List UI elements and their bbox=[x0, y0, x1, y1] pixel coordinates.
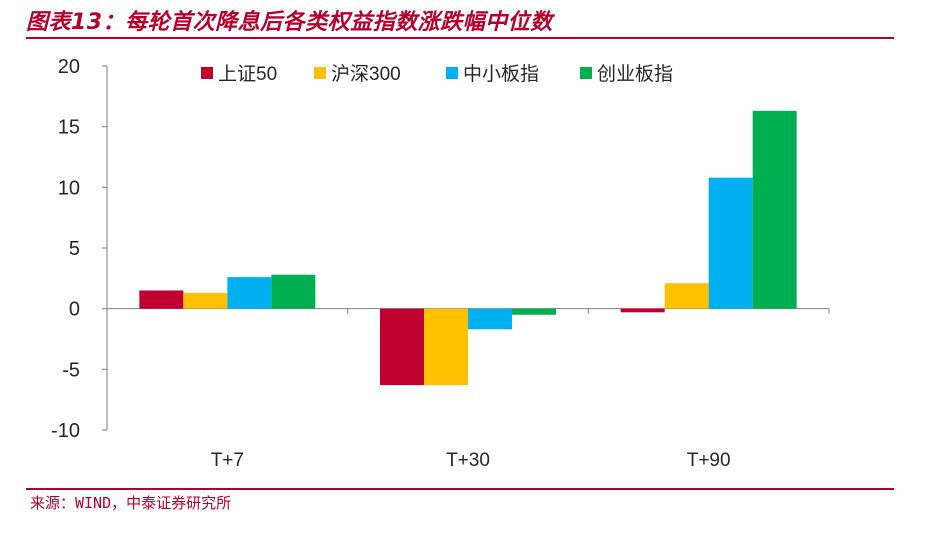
legend-swatch bbox=[580, 67, 592, 79]
x-tick-label: T+7 bbox=[211, 450, 244, 471]
y-tick-label: 0 bbox=[69, 299, 80, 321]
bar-3-2 bbox=[752, 110, 797, 309]
legend-swatch bbox=[201, 67, 213, 79]
bar-chart: -10 -5 0 5 10 15 20 T+7 T+30 T+90 上证50 沪深300 中小板指 创… bbox=[51, 56, 830, 471]
bar-1-2 bbox=[664, 283, 709, 309]
legend-swatch bbox=[314, 67, 326, 79]
legend-label: 创业板指 bbox=[597, 63, 673, 85]
source-divider bbox=[26, 488, 894, 490]
bars bbox=[139, 110, 797, 386]
y-tick-label: 5 bbox=[69, 238, 80, 260]
bar-3-1 bbox=[512, 308, 556, 315]
y-tick-label: 15 bbox=[58, 117, 80, 139]
legend-label: 中小板指 bbox=[463, 63, 539, 85]
y-tick-label: -5 bbox=[62, 359, 80, 381]
y-tick-label: 20 bbox=[58, 56, 80, 78]
bar-1-0 bbox=[183, 292, 228, 309]
y-tick-label: -10 bbox=[51, 420, 80, 442]
legend: 上证50 沪深300 中小板指 创业板指 bbox=[201, 63, 673, 85]
bar-0-1 bbox=[380, 308, 424, 386]
x-tick-label: T+30 bbox=[446, 450, 490, 471]
bar-1-1 bbox=[424, 308, 468, 386]
bar-2-2 bbox=[708, 177, 753, 309]
bar-3-0 bbox=[271, 274, 316, 309]
y-tick-label: 10 bbox=[58, 177, 80, 199]
y-axis: -10 -5 0 5 10 15 20 bbox=[51, 56, 108, 442]
bar-2-1 bbox=[468, 308, 512, 330]
legend-swatch bbox=[446, 67, 458, 79]
chart-title: 图表13：每轮首次降息后各类权益指数涨跌幅中位数 bbox=[26, 10, 553, 35]
title-divider bbox=[26, 37, 894, 39]
bar-0-2 bbox=[620, 308, 665, 313]
bar-2-0 bbox=[227, 277, 272, 309]
legend-label: 沪深300 bbox=[331, 63, 401, 85]
legend-label: 上证50 bbox=[218, 63, 277, 85]
bar-0-0 bbox=[139, 290, 184, 309]
x-tick-label: T+90 bbox=[687, 450, 731, 471]
source-note: 来源：WIND，中泰证券研究所 bbox=[30, 494, 232, 512]
